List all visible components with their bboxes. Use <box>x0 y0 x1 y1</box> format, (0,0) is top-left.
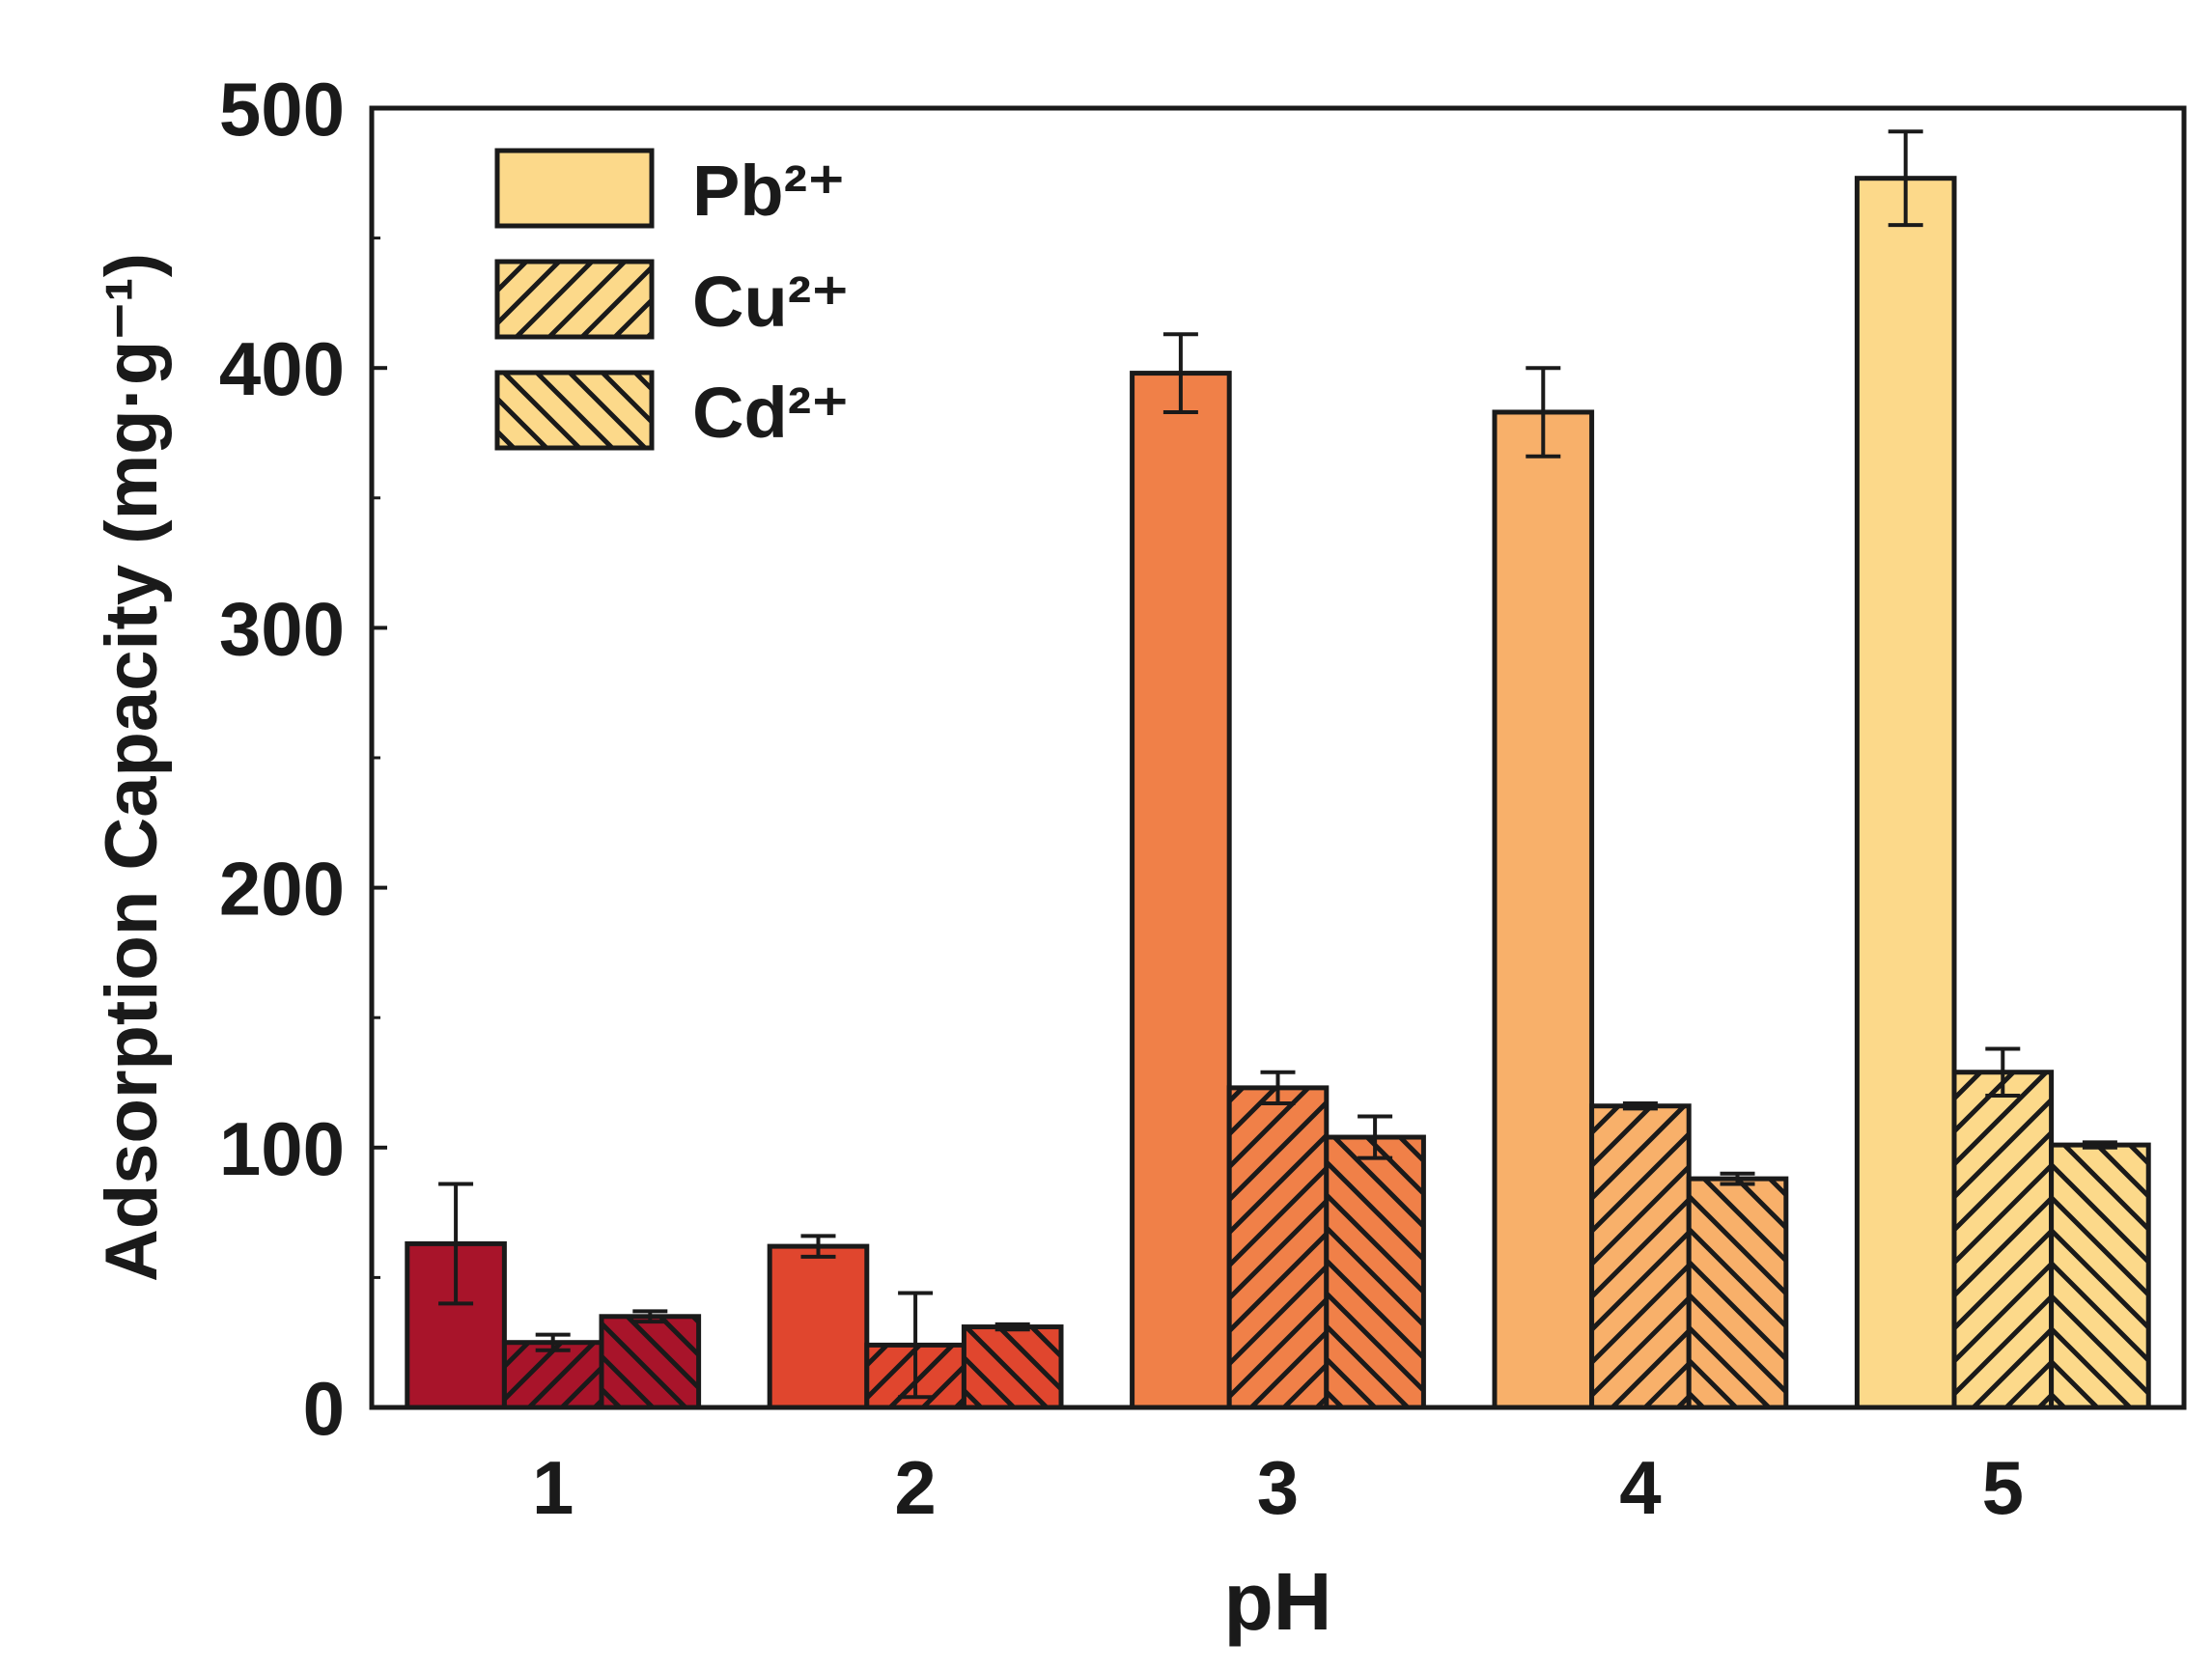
error-bar-hatch-back-ph-1 <box>632 1309 668 1324</box>
legend: Pb²⁺ Cu²⁺ Cd²⁺ <box>494 148 849 453</box>
bar-solid-ph-3 <box>1130 371 1232 1410</box>
bar-hatch-back-ph-1 <box>599 1314 702 1410</box>
y-tick-label: 200 <box>219 847 345 932</box>
error-bar-solid-ph-4 <box>1526 366 1561 459</box>
error-bar-hatch-forward-ph-2 <box>898 1291 934 1400</box>
error-bar-hatch-forward-ph-5 <box>1985 1046 2021 1098</box>
bar-hatch-back-ph-2 <box>961 1324 1064 1410</box>
bar-solid-ph-2 <box>767 1243 870 1410</box>
axes-layer: 0 100 200 300 400 500 1 2 3 4 5 <box>219 67 2024 1530</box>
error-bars-layer <box>438 129 2117 1400</box>
bar-hatch-forward-ph-3 <box>1226 1085 1330 1410</box>
y-tick-label: 400 <box>219 326 345 411</box>
legend-label: Pb²⁺ <box>692 151 845 231</box>
y-tick-label: 100 <box>219 1106 345 1191</box>
error-bar-hatch-forward-ph-3 <box>1260 1070 1296 1106</box>
error-bar-hatch-back-ph-4 <box>1720 1171 1755 1186</box>
bar-hatch-back-ph-5 <box>2049 1142 2151 1410</box>
bar-hatch-forward-ph-1 <box>501 1340 604 1410</box>
bar-hatch-forward-ph-4 <box>1589 1103 1692 1410</box>
x-tick-label: 4 <box>1619 1445 1661 1530</box>
y-tick-label: 300 <box>219 586 345 671</box>
bar-solid-ph-5 <box>1854 176 1957 1410</box>
legend-swatch-hatch-back <box>494 370 655 451</box>
bars-layer <box>405 176 2151 1410</box>
error-bar-hatch-back-ph-3 <box>1358 1114 1393 1160</box>
error-bar-hatch-back-ph-5 <box>2082 1140 2117 1150</box>
error-bar-solid-ph-2 <box>800 1234 836 1259</box>
error-bar-solid-ph-5 <box>1888 129 1923 228</box>
x-tick-label: 2 <box>894 1445 936 1530</box>
y-tick-label: 0 <box>303 1366 345 1451</box>
bar-solid-ph-4 <box>1492 409 1595 1410</box>
x-axis-label: pH <box>1224 1556 1332 1647</box>
legend-swatch-hatch-forward <box>494 259 655 340</box>
error-bar-solid-ph-1 <box>438 1182 474 1306</box>
y-axis-label: Adsorption Capacity (mg·g⁻¹) <box>91 253 173 1282</box>
legend-swatch-solid <box>494 148 655 229</box>
legend-label: Cd²⁺ <box>692 373 849 453</box>
bar-hatch-back-ph-4 <box>1686 1176 1789 1410</box>
x-tick-label: 5 <box>1982 1445 2024 1530</box>
bar-hatch-forward-ph-5 <box>1951 1070 2055 1410</box>
x-tick-label: 3 <box>1257 1445 1299 1530</box>
error-bar-solid-ph-3 <box>1162 332 1198 414</box>
bar-hatch-back-ph-3 <box>1324 1134 1426 1410</box>
x-tick-label: 1 <box>532 1445 574 1530</box>
error-bar-hatch-forward-ph-4 <box>1622 1101 1658 1111</box>
error-bar-hatch-forward-ph-1 <box>535 1332 571 1352</box>
y-tick-label: 500 <box>219 67 345 152</box>
legend-label: Cu²⁺ <box>692 262 849 342</box>
error-bar-hatch-back-ph-2 <box>994 1322 1030 1332</box>
